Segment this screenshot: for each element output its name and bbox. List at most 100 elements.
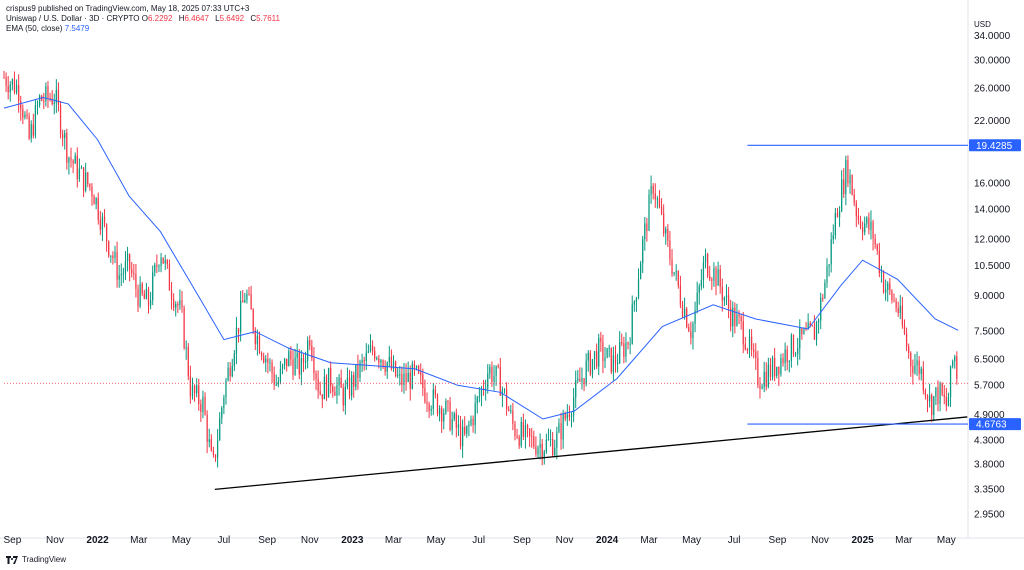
candle-body <box>126 254 129 262</box>
candle-body <box>166 260 168 264</box>
candle-body <box>325 376 328 398</box>
candle-body <box>288 351 290 367</box>
candle-body <box>466 425 468 434</box>
candle-body <box>947 397 950 407</box>
y-tick-label: 22.0000 <box>974 116 1011 127</box>
candle-body <box>637 279 640 298</box>
candle-body <box>420 372 422 375</box>
candle-body <box>535 446 537 455</box>
x-tick-label: Nov <box>301 535 319 546</box>
candle-body <box>443 413 445 422</box>
candle-body <box>765 371 767 387</box>
candle-body <box>487 373 489 389</box>
candle-body <box>922 368 924 391</box>
candle-body <box>422 374 424 389</box>
candle-body <box>520 421 522 446</box>
candle-body <box>694 310 696 324</box>
x-tick-label: Sep <box>3 535 21 546</box>
candle-body <box>945 396 947 407</box>
candle-body <box>681 304 684 317</box>
candle-body <box>642 239 644 264</box>
x-tick-label: May <box>172 535 191 546</box>
candle-body <box>34 105 37 136</box>
candle-body <box>225 380 227 398</box>
candle-body <box>156 264 158 267</box>
candle-body <box>18 85 20 102</box>
candle-body <box>237 327 240 333</box>
candle-body <box>690 331 692 339</box>
symbol-name[interactable]: Uniswap / U.S. Dollar · 3D · CRYPTO <box>6 14 140 23</box>
candle-body <box>22 109 24 118</box>
candle-body <box>857 216 860 220</box>
candle-body <box>709 275 711 280</box>
candle-body <box>897 308 899 313</box>
x-tick-label: Mar <box>385 535 403 546</box>
candle-body <box>533 436 535 447</box>
candle-body <box>627 342 629 345</box>
candle-body <box>80 167 83 169</box>
candle-body <box>524 425 527 437</box>
candle-body <box>53 102 55 105</box>
candle-body <box>394 361 397 376</box>
candle-body <box>78 168 81 180</box>
candle-body <box>771 357 774 378</box>
candle-body <box>493 375 495 382</box>
candle-body <box>95 198 97 205</box>
candle-body <box>878 250 880 273</box>
candle-body <box>838 211 841 218</box>
candle-body <box>275 384 277 386</box>
candle-body <box>89 183 91 187</box>
candle-body <box>874 238 876 245</box>
candle-body <box>901 305 904 326</box>
candle-body <box>702 262 705 280</box>
candle-body <box>845 160 847 194</box>
candle-body <box>683 308 686 317</box>
candle-body <box>847 160 849 184</box>
candle-body <box>491 367 493 382</box>
candle-body <box>198 385 200 404</box>
candle-body <box>206 414 208 442</box>
candle-body <box>141 283 143 294</box>
candle-body <box>621 342 623 344</box>
candle-body <box>7 86 9 93</box>
candle-body <box>537 447 539 455</box>
tradingview-logo-icon <box>6 555 18 564</box>
candle-body <box>103 216 106 225</box>
candle-body <box>606 348 608 358</box>
candle-body <box>445 400 447 414</box>
candle-body <box>541 443 543 459</box>
candle-body <box>248 293 250 295</box>
candle-body <box>407 372 409 383</box>
candle-body <box>342 387 344 406</box>
candle-body <box>905 333 908 347</box>
candle-body <box>365 352 367 361</box>
candle-body <box>482 388 485 390</box>
candle-body <box>5 77 7 87</box>
indicator-label[interactable]: EMA (50, close) <box>6 24 63 33</box>
candle-body <box>688 327 690 332</box>
candle-body <box>338 377 340 386</box>
y-tick-label: 16.0000 <box>974 178 1011 189</box>
candle-body <box>183 307 185 349</box>
candle-body <box>786 349 788 362</box>
candle-body <box>834 212 836 236</box>
y-tick-label: 26.0000 <box>974 83 1011 94</box>
candle-body <box>736 314 738 326</box>
candle-body <box>290 351 292 360</box>
x-tick-label: Sep <box>258 535 276 546</box>
candle-body <box>418 366 420 373</box>
candle-body <box>181 300 183 308</box>
chart-header: crispus9 published on TradingView.com, M… <box>6 4 284 34</box>
candle-body <box>489 367 491 374</box>
candle-body <box>118 275 120 280</box>
candle-body <box>880 272 883 274</box>
candle-body <box>698 286 700 293</box>
candle-body <box>671 259 673 275</box>
candle-body <box>233 353 235 366</box>
candle-body <box>499 367 501 396</box>
candle-body <box>390 356 393 370</box>
candle-body <box>893 300 895 302</box>
candle-body <box>575 380 577 398</box>
candle-body <box>212 450 215 455</box>
